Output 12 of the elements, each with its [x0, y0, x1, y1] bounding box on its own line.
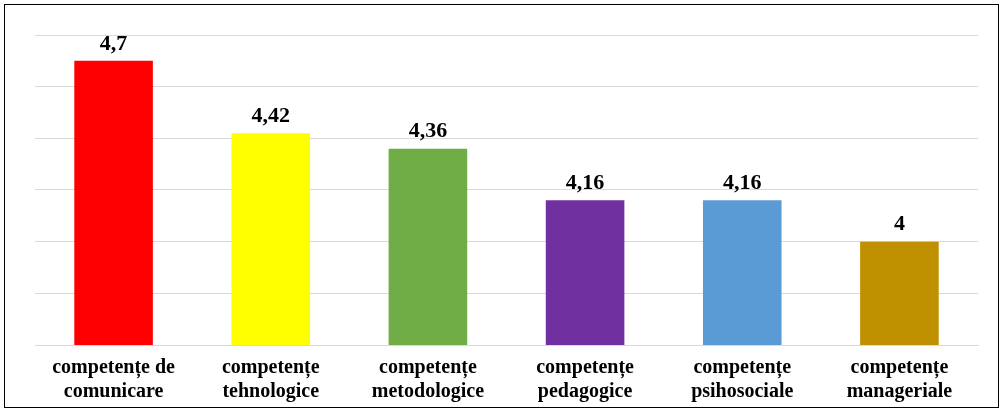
data-label: 4,16	[565, 169, 605, 195]
x-tick-label: competențe de comunicare	[52, 355, 176, 402]
data-label: 4,7	[99, 29, 128, 55]
x-tick-label: competențe metodologice	[371, 355, 485, 403]
x-tick-label: competențe tehnologice	[221, 355, 320, 403]
data-label: 4	[893, 210, 905, 236]
data-label: 4,42	[251, 101, 290, 127]
x-tick-label: competențe pedagogice	[536, 355, 635, 403]
data-label: 4,36	[408, 117, 448, 143]
data-label: 4,16	[723, 169, 762, 195]
x-tick-label: competențe manageriale	[846, 355, 953, 403]
x-tick-label: competențe psihosociale	[691, 355, 794, 403]
